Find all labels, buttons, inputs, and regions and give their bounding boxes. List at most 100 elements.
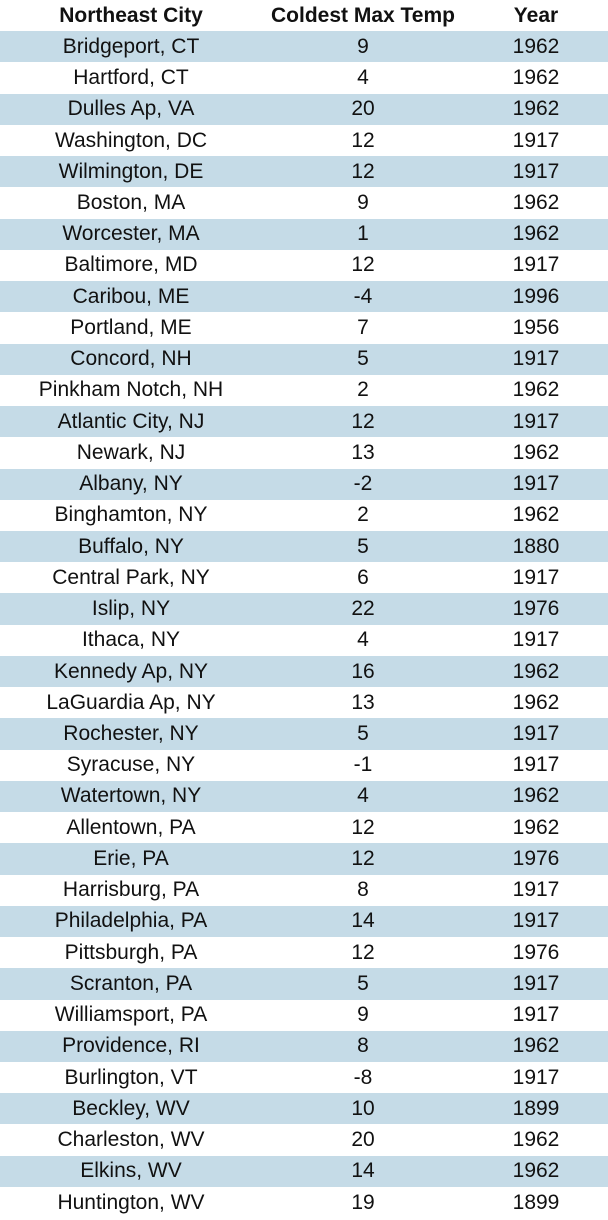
cell-city: Kennedy Ap, NY	[0, 655, 262, 688]
cell-coldest-max-temp: -2	[262, 468, 464, 500]
cell-year: 1962	[464, 499, 608, 531]
cell-year: 1917	[464, 406, 608, 438]
cell-coldest-max-temp: 8	[262, 874, 464, 906]
cell-city: Concord, NH	[0, 343, 262, 375]
cell-city: Beckley, WV	[0, 1093, 262, 1125]
cell-city: Syracuse, NY	[0, 749, 262, 781]
cell-city: Williamsport, PA	[0, 999, 262, 1031]
table-row: Hartford, CT 4 1962	[0, 62, 608, 94]
cell-year: 1962	[464, 62, 608, 94]
table-row: Dulles Ap, VA 20 1962	[0, 93, 608, 125]
table-row: Providence, RI 8 1962	[0, 1030, 608, 1062]
table-body: Bridgeport, CT 9 1962 Hartford, CT 4 1962 Dull…	[0, 31, 608, 1219]
cell-coldest-max-temp: 5	[262, 968, 464, 1000]
table-row: Boston, MA 9 1962	[0, 187, 608, 219]
cell-year: 1917	[464, 624, 608, 656]
cell-city: Scranton, PA	[0, 968, 262, 1000]
cell-coldest-max-temp: 8	[262, 1030, 464, 1062]
table-row: LaGuardia Ap, NY 13 1962	[0, 687, 608, 719]
cell-year: 1996	[464, 281, 608, 313]
cell-coldest-max-temp: 9	[262, 31, 464, 63]
table-row: Wilmington, DE 12 1917	[0, 156, 608, 188]
cell-year: 1976	[464, 843, 608, 875]
cell-year: 1917	[464, 468, 608, 500]
cell-coldest-max-temp: -4	[262, 281, 464, 313]
cell-city: Watertown, NY	[0, 780, 262, 813]
table-row: Concord, NH 5 1917	[0, 343, 608, 375]
cell-city: Rochester, NY	[0, 718, 262, 750]
cell-year: 1962	[464, 437, 608, 469]
cell-coldest-max-temp: 9	[262, 187, 464, 219]
cell-year: 1917	[464, 124, 608, 157]
cell-coldest-max-temp: -1	[262, 749, 464, 781]
table-row: Philadelphia, PA 14 1917	[0, 905, 608, 938]
cell-coldest-max-temp: 5	[262, 530, 464, 563]
table-row: Pinkham Notch, NH 2 1962	[0, 374, 608, 407]
table-row: Central Park, NY 6 1917	[0, 562, 608, 594]
cell-year: 1880	[464, 530, 608, 563]
cell-year: 1962	[464, 187, 608, 219]
cell-coldest-max-temp: 14	[262, 905, 464, 938]
table-row: Islip, NY 22 1976	[0, 593, 608, 625]
cell-year: 1917	[464, 718, 608, 750]
cell-coldest-max-temp: 4	[262, 62, 464, 94]
table-row: Portland, ME 7 1956	[0, 312, 608, 344]
cell-year: 1962	[464, 218, 608, 250]
cell-city: Albany, NY	[0, 468, 262, 500]
cell-year: 1899	[464, 1186, 608, 1219]
table-row: Burlington, VT -8 1917	[0, 1061, 608, 1094]
table-row: Elkins, WV 14 1962	[0, 1155, 608, 1187]
table-row: Buffalo, NY 5 1880	[0, 530, 608, 563]
cell-city: Binghamton, NY	[0, 499, 262, 531]
cell-year: 1962	[464, 93, 608, 125]
cell-city: Harrisburg, PA	[0, 874, 262, 906]
table-row: Williamsport, PA 9 1917	[0, 999, 608, 1031]
table-row: Charleston, WV 20 1962	[0, 1124, 608, 1156]
cell-city: Washington, DC	[0, 124, 262, 157]
cell-city: Elkins, WV	[0, 1155, 262, 1187]
table-row: Baltimore, MD 12 1917	[0, 249, 608, 282]
cell-year: 1962	[464, 780, 608, 813]
table-row: Caribou, ME -4 1996	[0, 281, 608, 313]
cell-coldest-max-temp: 20	[262, 93, 464, 125]
cell-coldest-max-temp: 12	[262, 937, 464, 969]
cell-city: Baltimore, MD	[0, 249, 262, 282]
table-row: Atlantic City, NJ 12 1917	[0, 406, 608, 438]
cell-year: 1962	[464, 687, 608, 719]
table-row: Allentown, PA 12 1962	[0, 812, 608, 844]
cell-year: 1917	[464, 156, 608, 188]
header-coldest-max-temp: Coldest Max Temp	[262, 0, 464, 32]
cell-city: Allentown, PA	[0, 812, 262, 844]
table-row: Ithaca, NY 4 1917	[0, 624, 608, 656]
cell-year: 1917	[464, 968, 608, 1000]
cell-coldest-max-temp: 12	[262, 156, 464, 188]
cell-year: 1917	[464, 343, 608, 375]
cell-year: 1962	[464, 1124, 608, 1156]
cell-year: 1917	[464, 905, 608, 938]
cell-coldest-max-temp: 13	[262, 687, 464, 719]
cell-city: Caribou, ME	[0, 281, 262, 313]
cell-coldest-max-temp: 16	[262, 655, 464, 688]
cell-city: Dulles Ap, VA	[0, 93, 262, 125]
cell-city: LaGuardia Ap, NY	[0, 687, 262, 719]
cell-coldest-max-temp: 14	[262, 1155, 464, 1187]
cell-coldest-max-temp: 2	[262, 499, 464, 531]
table-row: Worcester, MA 1 1962	[0, 218, 608, 250]
table-row: Syracuse, NY -1 1917	[0, 749, 608, 781]
cell-coldest-max-temp: 9	[262, 999, 464, 1031]
header-row: Northeast City Coldest Max Temp Year	[0, 0, 608, 32]
table-row: Kennedy Ap, NY 16 1962	[0, 655, 608, 688]
cell-city: Newark, NJ	[0, 437, 262, 469]
cell-coldest-max-temp: 22	[262, 593, 464, 625]
cell-coldest-max-temp: 4	[262, 780, 464, 813]
cell-coldest-max-temp: 12	[262, 406, 464, 438]
table-row: Binghamton, NY 2 1962	[0, 499, 608, 531]
cell-year: 1899	[464, 1093, 608, 1125]
table-row: Huntington, WV 19 1899	[0, 1186, 608, 1219]
cell-coldest-max-temp: 12	[262, 812, 464, 844]
header-year: Year	[464, 0, 608, 32]
cell-coldest-max-temp: 1	[262, 218, 464, 250]
cell-city: Ithaca, NY	[0, 624, 262, 656]
table-row: Albany, NY -2 1917	[0, 468, 608, 500]
cell-city: Burlington, VT	[0, 1061, 262, 1094]
